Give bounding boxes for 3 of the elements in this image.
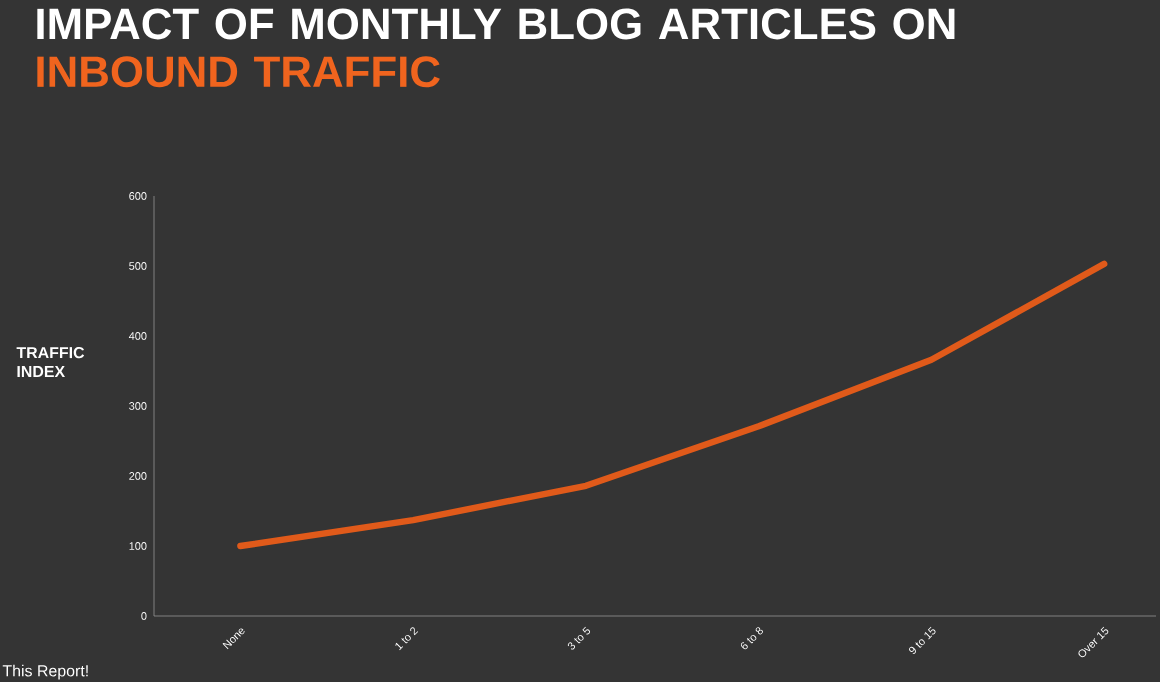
chart-title: IMPACT OF MONTHLY BLOG ARTICLES ON bbox=[37, 8, 955, 40]
chart-subtitle: INBOUND TRAFFIC bbox=[37, 56, 440, 88]
line-series bbox=[237, 260, 1108, 550]
